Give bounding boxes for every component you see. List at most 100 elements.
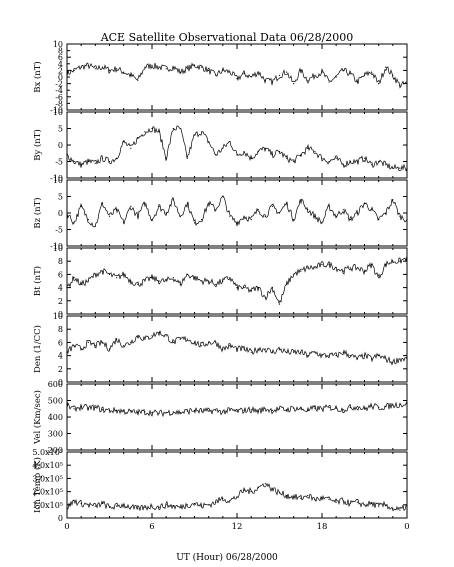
data-point-3-42 xyxy=(363,270,366,272)
data-point-3-7 xyxy=(116,277,118,279)
data-point-4-15 xyxy=(172,341,174,343)
data-point-1-37 xyxy=(328,160,330,163)
data-point-3-39 xyxy=(342,270,344,272)
data-point-6-35 xyxy=(314,498,316,501)
data-point-4-0 xyxy=(66,351,68,353)
data-point-2-20 xyxy=(208,202,210,204)
data-point-2-6 xyxy=(108,215,111,217)
data-point-4-3 xyxy=(87,341,89,343)
data-point-2-4 xyxy=(94,225,96,227)
data-point-6-6 xyxy=(108,506,111,508)
data-point-2-39 xyxy=(342,209,344,211)
data-point-0-1 xyxy=(73,69,75,71)
data-point-6-0 xyxy=(66,506,68,508)
data-point-2-29 xyxy=(271,205,273,207)
y-tick-label-5-1: 300 xyxy=(48,430,63,439)
data-point-4-29 xyxy=(271,351,273,353)
y-axis-label-2: Bz (nT) xyxy=(32,197,43,228)
data-point-6-37 xyxy=(328,498,330,501)
data-point-0-0 xyxy=(66,73,68,75)
data-point-4-6 xyxy=(108,348,111,350)
data-point-3-21 xyxy=(215,283,217,285)
y-axis-label-6: Ion Temp (K) xyxy=(32,457,43,513)
data-point-0-10 xyxy=(137,79,139,81)
data-point-4-35 xyxy=(314,351,316,353)
data-point-6-21 xyxy=(215,501,217,503)
data-point-3-9 xyxy=(130,280,132,282)
data-point-4-34 xyxy=(307,355,309,357)
data-point-6-7 xyxy=(116,505,118,507)
data-point-4-46 xyxy=(392,361,394,363)
data-point-0-30 xyxy=(278,74,281,76)
data-point-1-11 xyxy=(144,131,146,133)
data-point-5-9 xyxy=(130,411,132,413)
data-point-3-12 xyxy=(151,277,153,279)
data-point-3-35 xyxy=(314,267,316,269)
y-tick-label-6-4: 4.0x10⁵ xyxy=(32,461,63,470)
data-point-5-18 xyxy=(193,409,196,411)
data-point-2-45 xyxy=(385,212,387,214)
data-point-5-27 xyxy=(257,410,259,412)
data-point-0-31 xyxy=(286,71,288,73)
data-point-5-5 xyxy=(101,409,103,411)
x-tick-label-0: 0 xyxy=(64,522,69,532)
data-point-6-2 xyxy=(80,502,82,505)
data-point-3-20 xyxy=(208,280,210,282)
data-point-4-16 xyxy=(179,338,181,340)
data-point-3-32 xyxy=(293,273,295,275)
data-point-3-13 xyxy=(158,280,160,282)
data-point-1-3 xyxy=(87,160,89,163)
data-point-2-11 xyxy=(144,202,146,204)
data-point-4-11 xyxy=(144,338,146,340)
data-point-4-42 xyxy=(363,355,366,357)
data-point-5-25 xyxy=(243,409,245,411)
data-point-6-1 xyxy=(73,500,75,502)
data-point-6-18 xyxy=(193,502,196,505)
data-point-3-24 xyxy=(236,287,238,289)
data-point-1-46 xyxy=(392,167,394,169)
data-point-2-3 xyxy=(87,219,89,221)
data-point-3-16 xyxy=(179,283,181,285)
y-axis-label-0: Bx (nT) xyxy=(32,61,43,93)
data-point-1-13 xyxy=(158,131,160,133)
y-axis-label-1: By (nT) xyxy=(32,129,43,161)
data-point-3-11 xyxy=(144,280,146,282)
data-point-4-4 xyxy=(94,345,96,347)
data-point-0-37 xyxy=(328,81,330,83)
data-point-4-27 xyxy=(257,348,259,350)
y-tick-label-5-2: 400 xyxy=(48,413,63,422)
data-point-1-9 xyxy=(130,147,132,149)
data-point-1-38 xyxy=(335,157,337,159)
data-point-5-42 xyxy=(363,408,366,410)
data-point-0-17 xyxy=(186,68,188,70)
data-point-2-48 xyxy=(406,219,408,221)
data-point-6-30 xyxy=(278,492,281,494)
data-point-0-20 xyxy=(208,69,210,71)
data-point-6-23 xyxy=(229,500,231,502)
data-point-0-8 xyxy=(123,71,125,73)
series-line-4 xyxy=(66,330,408,366)
y-tick-label-3-1: 2 xyxy=(58,297,63,306)
data-point-5-47 xyxy=(399,403,401,406)
data-point-2-18 xyxy=(193,222,196,224)
data-point-2-7 xyxy=(116,209,118,211)
y-tick-label-4-2: 4 xyxy=(58,352,63,361)
data-point-1-32 xyxy=(293,160,295,163)
data-point-4-32 xyxy=(293,351,295,353)
x-tick-label-2: 12 xyxy=(232,522,243,532)
data-point-4-26 xyxy=(250,351,252,353)
data-point-4-5 xyxy=(101,341,103,343)
data-point-3-1 xyxy=(73,277,75,279)
data-point-1-31 xyxy=(286,157,288,159)
data-point-3-44 xyxy=(378,277,380,279)
data-point-3-10 xyxy=(137,283,139,285)
data-point-0-9 xyxy=(130,74,132,76)
data-point-5-3 xyxy=(87,407,89,409)
y-tick-label-0-2: -2 xyxy=(55,80,63,89)
data-point-0-15 xyxy=(172,66,174,68)
data-point-0-34 xyxy=(307,79,309,81)
y-tick-label-1-4: 10 xyxy=(53,108,63,117)
x-tick-label-3: 18 xyxy=(317,522,328,532)
data-point-3-46 xyxy=(392,260,394,262)
data-point-1-27 xyxy=(257,151,259,153)
